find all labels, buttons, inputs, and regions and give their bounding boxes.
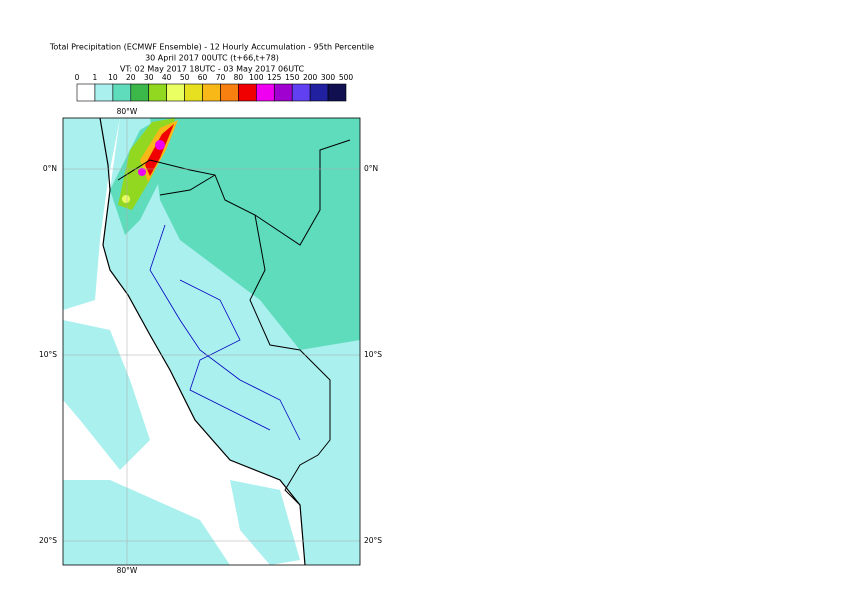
colorbar-tick-label: 40 xyxy=(162,73,172,82)
colorbar-tick-label: 500 xyxy=(339,73,354,82)
colorbar-box xyxy=(220,83,239,102)
colorbar-tick-label: 100 xyxy=(249,73,264,82)
map xyxy=(63,118,360,565)
colorbar-box xyxy=(112,83,132,102)
colorbar-box xyxy=(256,83,275,102)
colorbar-box xyxy=(238,83,257,102)
colorbar-tick-label: 20 xyxy=(126,73,136,82)
colorbar-tick-label: 1 xyxy=(93,73,98,82)
colorbar: 0 1 10 20 30 40 50 60 70 80 100 125 150 200 300 500 xyxy=(75,73,354,102)
colorbar-box xyxy=(202,83,221,102)
title-line: 30 April 2017 00UTC (t+66,t+78) xyxy=(145,54,279,63)
colorbar-tick-label: 50 xyxy=(180,73,190,82)
colorbar-box xyxy=(166,83,185,102)
lat-label: 10°S xyxy=(39,350,57,359)
colorbar-box xyxy=(291,83,311,102)
colorbar-tick-label: 80 xyxy=(234,73,244,82)
colorbar-tick-label: 10 xyxy=(108,73,118,82)
map-frame xyxy=(62,117,361,566)
colorbar-box xyxy=(184,83,203,102)
colorbar-tick-label: 0 xyxy=(75,73,80,82)
colorbar-tick-label: 125 xyxy=(267,73,282,82)
colorbar-box xyxy=(309,83,329,102)
lon-label: 80°W xyxy=(117,566,138,575)
colorbar-box xyxy=(327,83,347,102)
colorbar-box xyxy=(273,83,293,102)
colorbar-tick-label: 30 xyxy=(144,73,154,82)
colorbar-tick-label: 150 xyxy=(285,73,300,82)
colorbar-box xyxy=(94,83,114,102)
lat-label: 20°S xyxy=(39,536,57,545)
lon-label: 80°W xyxy=(117,107,138,116)
lat-label: 20°S xyxy=(364,536,382,545)
colorbar-box xyxy=(76,83,96,102)
title-line: Total Precipitation (ECMWF Ensemble) - 1… xyxy=(49,43,374,52)
colorbar-tick-label: 70 xyxy=(216,73,226,82)
colorbar-box xyxy=(130,83,150,102)
lat-label: 0°N xyxy=(364,164,378,173)
colorbar-tick-label: 200 xyxy=(303,73,318,82)
lat-label: 0°N xyxy=(43,164,57,173)
colorbar-tick-label: 60 xyxy=(198,73,208,82)
title-line: VT: 02 May 2017 18UTC - 03 May 2017 06UT… xyxy=(120,65,305,74)
lat-label: 10°S xyxy=(364,350,382,359)
colorbar-box xyxy=(148,83,167,102)
colorbar-tick-label: 300 xyxy=(321,73,336,82)
